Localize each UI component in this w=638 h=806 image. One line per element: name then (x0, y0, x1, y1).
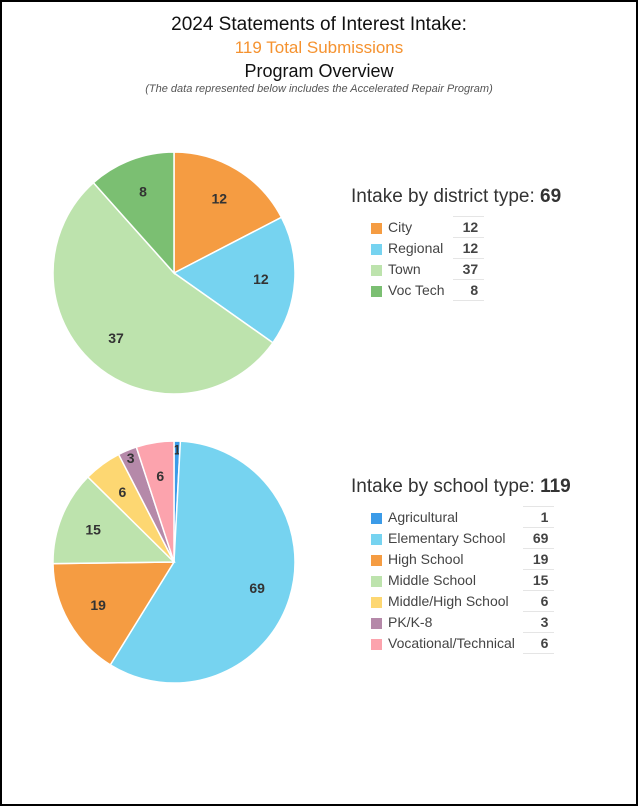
legend-item: Regional 12 (371, 237, 485, 259)
pie-data-label: 6 (119, 484, 127, 500)
legend-value: 69 (522, 527, 555, 549)
page-note: (The data represented below includes the… (145, 83, 493, 95)
pie-slice-voc-tech (92, 151, 175, 275)
legend-label: Vocational/Technical (388, 635, 515, 651)
legend-label: City (388, 219, 413, 235)
pie-data-label: 19 (90, 597, 106, 613)
legend-item: Town 37 (371, 258, 485, 280)
pie-slice-vocational-technical (135, 440, 175, 563)
legend-item: Vocational/Technical 6 (371, 632, 555, 654)
legend-label: Middle/High School (388, 593, 509, 609)
legend-label: Regional (388, 240, 444, 256)
legend-item: Agricultural 1 (371, 506, 555, 528)
legend-swatch (371, 285, 382, 297)
legend-swatch (371, 222, 382, 234)
pie-slice-middle-school (52, 475, 176, 565)
legend-value: 37 (452, 258, 485, 280)
pie-data-label: 3 (127, 450, 135, 466)
district-type-pie: 12 12 37 8 (52, 151, 296, 395)
pie-data-label: 6 (156, 468, 164, 484)
total-submissions: 119 Total Submissions (234, 38, 404, 57)
page-title: 2024 Statements of Interest Intake: (171, 14, 467, 35)
pie-data-label: 12 (253, 271, 269, 287)
district-type-legend: Intake by district type: 69 City 12 Region… (351, 186, 561, 301)
legend-value: 8 (452, 279, 485, 301)
legend-swatch (371, 264, 382, 276)
legend-label: Elementary School (388, 530, 506, 546)
legend-swatch (371, 575, 382, 587)
legend-value: 12 (452, 237, 485, 259)
legend-value: 12 (452, 216, 485, 238)
pie-slice-town (52, 181, 274, 395)
pie-data-label: 8 (139, 184, 147, 200)
legend-swatch (371, 638, 382, 650)
legend-label: Middle School (388, 572, 476, 588)
legend-item: Elementary School 69 (371, 527, 555, 549)
legend-label: Town (388, 261, 421, 277)
legend-value: 19 (522, 548, 555, 570)
legend-title: Intake by district type: 69 (351, 186, 562, 207)
page-subtitle: Program Overview (244, 61, 394, 81)
legend-item: Middle/High School 6 (371, 590, 555, 612)
legend-title: Intake by school type: 119 (351, 476, 571, 497)
legend-swatch (371, 533, 382, 545)
pie-data-label: 37 (108, 330, 124, 346)
legend-swatch (371, 512, 382, 524)
legend-swatch (371, 596, 382, 608)
pie-data-label: 69 (249, 580, 265, 596)
legend-item: Middle School 15 (371, 569, 555, 591)
legend-label: High School (388, 551, 464, 567)
legend-value: 15 (522, 569, 555, 591)
pie-slice-high-school (52, 561, 176, 666)
pie-slice-regional (172, 216, 296, 344)
school-type-pie: 1 69 19 15 6 3 6 (52, 440, 296, 684)
legend-value: 6 (522, 590, 555, 612)
legend-label: Agricultural (388, 509, 459, 525)
pie-slice-city (173, 151, 283, 275)
legend-value: 1 (522, 506, 555, 528)
pie-data-label: 12 (211, 191, 227, 207)
legend-item: High School 19 (371, 548, 555, 570)
legend-item: Voc Tech 8 (371, 279, 485, 301)
pie-data-label: 15 (85, 521, 101, 537)
pie-slice-elementary-school (109, 440, 296, 684)
legend-label: PK/K-8 (388, 614, 433, 630)
legend-value: 3 (522, 611, 555, 633)
legend-swatch (371, 554, 382, 566)
legend-label: Voc Tech (388, 282, 445, 298)
legend-value: 6 (522, 632, 555, 654)
legend-swatch (371, 243, 382, 255)
legend-item: PK/K-8 3 (371, 611, 555, 633)
legend-swatch (371, 617, 382, 629)
pie-data-label: 1 (173, 442, 181, 458)
school-type-legend: Intake by school type: 119 Agricultural 1… (351, 476, 571, 654)
legend-item: City 12 (371, 216, 485, 238)
